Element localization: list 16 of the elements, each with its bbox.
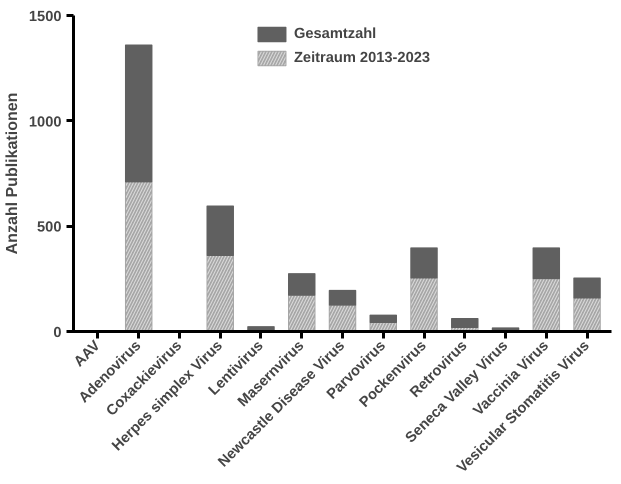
- y-axis-title: Anzahl Publikationen: [4, 92, 21, 254]
- bar: [370, 314, 398, 323]
- bar: [410, 247, 438, 278]
- bar: [451, 318, 479, 328]
- bar: [573, 277, 601, 299]
- legend-label: Zeitraum 2013-2023: [294, 50, 430, 66]
- bar: [124, 44, 152, 182]
- y-tick-label: 1000: [28, 114, 62, 130]
- bar: [206, 205, 234, 256]
- y-tick-label: 1500: [28, 9, 62, 25]
- bar: [532, 247, 560, 280]
- bar: [288, 273, 316, 296]
- legend-label: Gesamtzahl: [294, 26, 376, 42]
- y-tick-label: 500: [37, 220, 62, 236]
- bar: [328, 290, 356, 306]
- y-tick-label: 0: [53, 325, 62, 341]
